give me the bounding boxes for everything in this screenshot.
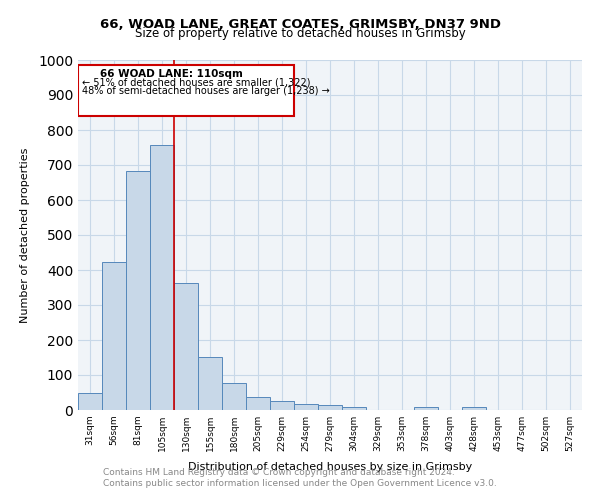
Y-axis label: Number of detached properties: Number of detached properties	[20, 148, 29, 322]
Bar	[414, 406, 438, 410]
FancyBboxPatch shape	[78, 65, 294, 116]
Bar	[462, 406, 486, 410]
Bar	[150, 144, 174, 410]
Bar	[126, 172, 150, 410]
Text: 66, WOAD LANE, GREAT COATES, GRIMSBY, DN37 9ND: 66, WOAD LANE, GREAT COATES, GRIMSBY, DN…	[100, 18, 500, 30]
Bar	[294, 404, 318, 410]
Bar	[102, 262, 126, 410]
Bar	[318, 405, 342, 410]
Bar	[78, 392, 102, 410]
X-axis label: Distribution of detached houses by size in Grimsby: Distribution of detached houses by size …	[188, 462, 472, 472]
Bar	[222, 384, 246, 410]
Text: ← 51% of detached houses are smaller (1,322): ← 51% of detached houses are smaller (1,…	[82, 78, 310, 88]
Text: 48% of semi-detached houses are larger (1,238) →: 48% of semi-detached houses are larger (…	[82, 86, 329, 96]
Text: Size of property relative to detached houses in Grimsby: Size of property relative to detached ho…	[134, 28, 466, 40]
Text: Contains HM Land Registry data © Crown copyright and database right 2024.
Contai: Contains HM Land Registry data © Crown c…	[103, 468, 497, 487]
Bar	[174, 284, 198, 410]
Bar	[198, 357, 222, 410]
Bar	[342, 407, 366, 410]
Bar	[246, 398, 270, 410]
Text: 66 WOAD LANE: 110sqm: 66 WOAD LANE: 110sqm	[100, 68, 243, 78]
Bar	[270, 401, 294, 410]
